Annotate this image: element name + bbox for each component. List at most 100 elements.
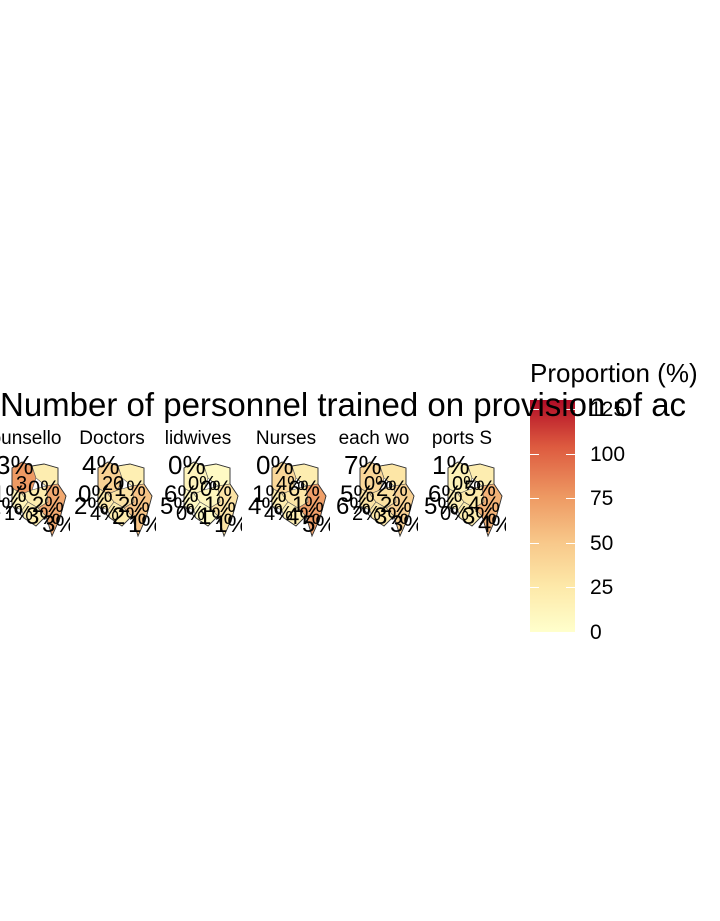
region-value-label: 0% xyxy=(440,503,469,525)
facet-map-svg: 1%0%6%5%5%4%0%3%4% xyxy=(424,452,506,538)
region-value-label: 0% xyxy=(452,473,481,495)
region-value-label: 2% xyxy=(118,492,150,517)
region-value-label: 1% xyxy=(214,511,242,538)
legend-tick-mark xyxy=(566,542,575,544)
region-value-label: 2% xyxy=(380,492,412,517)
region-value-label: 0% xyxy=(200,476,232,501)
facet-map-panel: 1%0%6%5%5%4%0%3%4% xyxy=(416,452,506,544)
facet-map-svg: 7%0%5%2%6%2%2%3%3% xyxy=(336,452,418,538)
region-value-label: 5% xyxy=(424,493,459,520)
facet-map-panel: 0%0%6%0%5%1%0%1%1% xyxy=(152,452,242,544)
region-value-label: 3% xyxy=(42,511,70,538)
region-value-label: 6% xyxy=(164,481,199,508)
region-value-label: 4% xyxy=(82,452,120,480)
facet-strip-label: lidwives xyxy=(164,428,232,449)
region-value-label: 3% xyxy=(0,452,34,480)
region-value-label: 1% xyxy=(252,481,287,508)
region-value-label: 3 xyxy=(16,473,27,495)
country-outline xyxy=(447,461,503,538)
region-value-label: 3% xyxy=(26,503,61,530)
facet-strip-label: each wo xyxy=(338,428,410,449)
region-value-label: 4% xyxy=(286,503,321,530)
region-value-label: 4% xyxy=(264,503,293,525)
country-outline xyxy=(271,461,327,538)
region-value-label: 20 xyxy=(102,473,124,495)
region-value-label: 0% xyxy=(168,452,206,480)
region-value-label: 1% xyxy=(198,503,233,530)
country-outline xyxy=(11,461,67,538)
region-value-label: 1% xyxy=(292,492,324,517)
facet-map-svg: 0%4%1%6%4%1%4%4%5% xyxy=(248,452,330,538)
region-value-label: 0% xyxy=(28,476,60,501)
region-value-label: 5% xyxy=(302,511,330,538)
region-value-label: 1% xyxy=(0,481,27,508)
facet-map-svg: 0%0%6%0%5%1%0%1%1% xyxy=(160,452,242,538)
facet-strip-label: Doctors xyxy=(79,428,145,449)
region-value-label: 3% xyxy=(390,511,418,538)
legend-tick-mark xyxy=(530,542,539,544)
region-value-label: 0% xyxy=(364,473,393,495)
legend-tick-label: 100 xyxy=(590,442,626,466)
region-value-label: 4% xyxy=(90,503,119,525)
region-value-label: 0% xyxy=(176,503,205,525)
region-value-label: 2% xyxy=(112,503,147,530)
region-value-label: 4% xyxy=(248,493,283,520)
legend-color-bar xyxy=(530,400,575,632)
legend-tick-mark xyxy=(566,632,575,633)
region-value-label: 2% xyxy=(376,476,408,501)
facet-map-panel: 4%200%1%2%2%4%2%1% xyxy=(66,452,156,544)
country-outline xyxy=(97,461,153,538)
chart-title: Number of personnel trained on provision… xyxy=(0,386,687,423)
region-value-label: 7% xyxy=(344,452,382,480)
facet-map-svg: 4%200%1%2%2%4%2%1% xyxy=(74,452,156,538)
country-outline xyxy=(359,461,415,538)
legend-tick-label: 50 xyxy=(590,531,614,555)
legend-title: Proportion (%) xyxy=(530,358,698,388)
legend-tick-label: 125 xyxy=(590,397,626,421)
facet-map-svg: 3%31%0%1%2%1%3%3% xyxy=(0,452,70,538)
region-value-label: 4% xyxy=(478,511,506,538)
country-outline xyxy=(183,461,239,538)
legend-tick-mark xyxy=(530,632,539,633)
region-value-label: 3% xyxy=(462,503,497,530)
region-value-label: 1% xyxy=(128,511,156,538)
facet-map-panel: 3%31%0%1%2%1%3%3% xyxy=(0,452,70,544)
legend-tick-label: 25 xyxy=(590,576,614,600)
legend-tick-mark xyxy=(530,408,539,410)
legend-tick-label: 75 xyxy=(590,487,614,511)
facet-strip-label: Nurses xyxy=(255,428,317,449)
region-value-label: 0% xyxy=(188,473,217,495)
region-value-label: 1% xyxy=(4,503,33,525)
region-value-label: 4% xyxy=(276,473,305,495)
region-value-label: 2% xyxy=(74,493,109,520)
region-value-label: 0% xyxy=(256,452,294,480)
region-value-label: 6% xyxy=(428,481,463,508)
region-value-label: 1% xyxy=(0,493,23,520)
legend-tick-mark xyxy=(530,453,539,455)
legend-tick-mark xyxy=(530,498,539,500)
region-value-label: 4% xyxy=(468,492,500,517)
facet-map-panel: 7%0%5%2%6%2%2%3%3% xyxy=(328,452,418,544)
region-value-label: 5% xyxy=(340,481,375,508)
legend-tick-mark xyxy=(566,587,575,589)
facet-strip-label: ports S xyxy=(431,428,493,449)
region-value-label: 3% xyxy=(374,503,409,530)
region-value-label: 2% xyxy=(32,492,64,517)
region-value-label: 2% xyxy=(352,503,381,525)
legend-tick-mark xyxy=(566,498,575,500)
region-value-label: 1% xyxy=(114,476,146,501)
region-value-label: 6% xyxy=(336,493,371,520)
legend-tick-mark xyxy=(530,587,539,589)
legend-tick-mark xyxy=(566,453,575,455)
region-value-label: 0% xyxy=(78,481,113,508)
legend-tick-mark xyxy=(566,408,575,410)
region-value-label: 5% xyxy=(160,493,195,520)
facet-map-panel: 0%4%1%6%4%1%4%4%5% xyxy=(240,452,330,544)
legend-tick-label: 0 xyxy=(590,621,602,644)
facet-strip-label: ounsello xyxy=(0,428,62,449)
region-value-label: 5% xyxy=(464,476,496,501)
region-value-label: 1% xyxy=(432,452,470,480)
region-value-label: 1% xyxy=(204,492,236,517)
region-value-label: 6% xyxy=(288,476,320,501)
